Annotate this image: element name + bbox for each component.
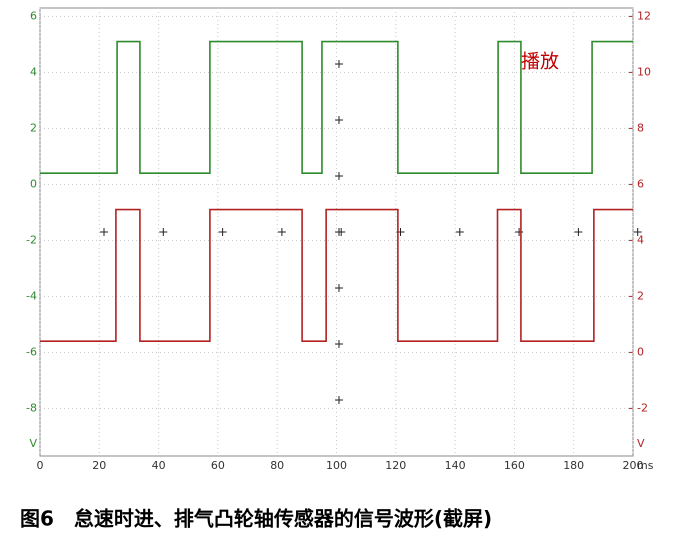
crosshair [335, 284, 343, 292]
crosshair [574, 228, 583, 236]
crosshair [455, 228, 464, 236]
y2-tick-label: 4 [637, 233, 644, 246]
y-tick-label: -4 [26, 289, 37, 302]
y2-tick-label: 10 [637, 65, 651, 78]
crosshair [159, 228, 168, 236]
crosshair [100, 228, 108, 236]
y-tick-label: 4 [30, 65, 37, 78]
y2-tick-label: 12 [637, 9, 651, 22]
x-tick-label: 20 [92, 459, 106, 472]
x-unit: ms [637, 459, 654, 472]
y-tick-label: 6 [30, 9, 37, 22]
crosshair [335, 116, 343, 124]
series-line [40, 208, 633, 342]
y-tick-label: 0 [30, 177, 37, 190]
y-tick-label: 2 [30, 121, 37, 134]
crosshair [335, 60, 343, 68]
y-tick-label: -6 [26, 345, 37, 358]
y-tick-label: -2 [26, 233, 37, 246]
crosshair [277, 228, 286, 236]
y2-tick-label: 8 [637, 121, 644, 134]
crosshair [335, 396, 343, 404]
x-tick-label: 40 [152, 459, 166, 472]
y2-tick-label: 0 [637, 345, 644, 358]
crosshair [335, 340, 343, 348]
x-tick-label: 0 [37, 459, 44, 472]
y2-tick-label: -2 [637, 401, 648, 414]
crosshair [218, 228, 227, 236]
x-tick-label: 160 [504, 459, 525, 472]
x-tick-label: 60 [211, 459, 225, 472]
y2-tick-label: 2 [637, 289, 644, 302]
crosshair [337, 228, 346, 236]
crosshair [633, 228, 642, 236]
y-unit: V [29, 437, 37, 450]
y2-tick-label: 6 [637, 177, 644, 190]
annotation: 播放 [521, 51, 559, 73]
crosshair [335, 172, 343, 180]
y-tick-label: -8 [26, 401, 37, 414]
caption: 图6 怠速时进、排气凸轮轴传感器的信号波形(截屏) [20, 507, 492, 531]
y2-unit: V [637, 437, 645, 450]
crosshair [515, 228, 524, 236]
x-tick-label: 80 [270, 459, 284, 472]
x-tick-label: 100 [326, 459, 347, 472]
x-tick-label: 120 [385, 459, 406, 472]
x-tick-label: 140 [445, 459, 466, 472]
series-line [40, 40, 633, 174]
x-tick-label: 180 [563, 459, 584, 472]
x-tick-label: 200 [623, 459, 644, 472]
